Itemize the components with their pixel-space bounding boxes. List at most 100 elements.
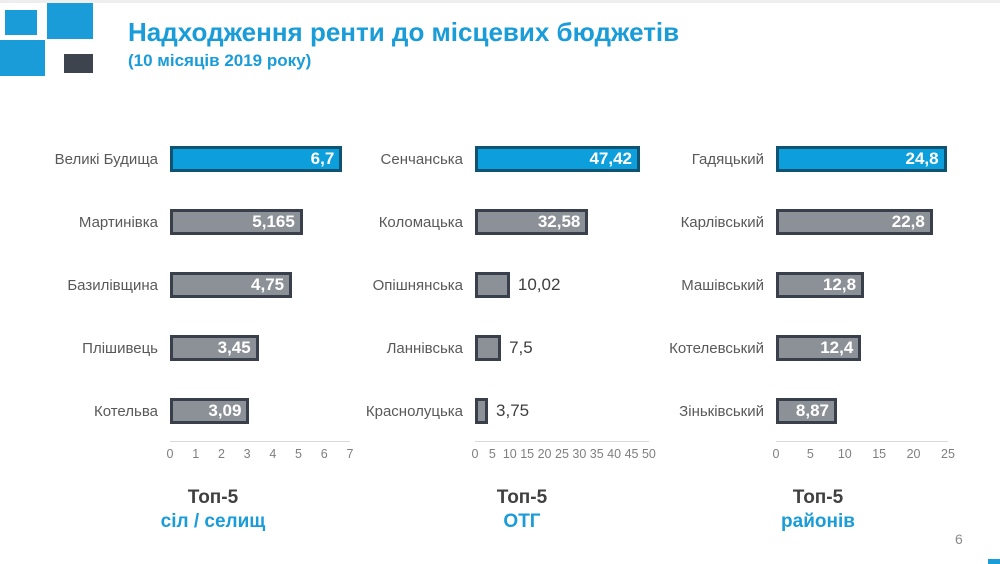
category-label: Котелевський: [669, 339, 764, 357]
bar-row: Ланнівська 7,5: [340, 335, 649, 361]
caption-districts: Топ-5 районів: [708, 486, 928, 534]
bar-value: 6,7: [310, 149, 335, 168]
x-axis-line: [170, 441, 350, 442]
bar-value: 4,75: [251, 275, 285, 294]
bar-value: 22,8: [891, 212, 925, 231]
category-label: Опішнянська: [372, 276, 463, 294]
bar-row: Карлівський 22,8: [640, 209, 948, 235]
chart-districts: Гадяцький 24,8 Карлівський 22,8 Машівськ…: [640, 146, 955, 476]
plot-area: 32,58: [475, 209, 649, 235]
bar-value: 32,58: [537, 212, 581, 231]
plot-area: 5,165: [170, 209, 350, 235]
chart-otg: Сенчанська 47,42 Коломацька 32,58 Опішня…: [340, 146, 656, 476]
logo-square-blue-1: [5, 10, 37, 35]
slide-subtitle: (10 місяців 2019 року): [128, 51, 312, 70]
category-label: Плішивець: [82, 339, 158, 357]
bar-value: 3,45: [217, 338, 251, 357]
category-label: Машівський: [681, 276, 764, 294]
caption-top5-label: Топ-5: [187, 487, 239, 508]
bar-row: Плішивець 3,45: [40, 335, 350, 361]
category-label: Карлівський: [680, 213, 764, 231]
bar: 47,42: [475, 146, 641, 172]
x-axis-ticks: 0 5 10 15 20 25 30 35 40 45 50: [471, 447, 656, 461]
x-axis-line: [475, 441, 649, 442]
category-label: Зіньківський: [679, 402, 764, 420]
plot-area: 47,42: [475, 146, 649, 172]
logo-square-blue-2: [47, 3, 93, 39]
category-label: Мартинівка: [78, 213, 158, 231]
category-label: Котельва: [93, 402, 158, 420]
bar: 22,8: [776, 209, 933, 235]
chart-villages: Великі Будища 6,7 Мартинівка 5,165 Базил…: [40, 146, 354, 476]
plot-area: 8,87: [776, 398, 948, 424]
bar-value: 12,8: [822, 275, 857, 294]
bar-row: Великі Будища 6,7: [40, 146, 350, 172]
bar-value: 8,87: [795, 401, 830, 420]
corner-accent-strip: [988, 559, 1000, 564]
bar: 12,8: [776, 272, 865, 298]
bar-row: Краснолуцька 3,75: [340, 398, 649, 424]
logo-square-blue-3: [0, 40, 45, 76]
bar: [475, 335, 502, 361]
caption-category-label: сіл / селищ: [160, 511, 266, 532]
bar-value: 7,5: [509, 338, 533, 357]
caption-category-label: ОТГ: [503, 511, 541, 532]
bar-row: Гадяцький 24,8: [640, 146, 948, 172]
bar-value: 3,09: [208, 401, 242, 420]
bar-value: 3,75: [496, 401, 530, 420]
plot-area: 10,02: [475, 272, 649, 298]
bar: 12,4: [776, 335, 862, 361]
category-label: Гадяцький: [691, 150, 764, 168]
bar: [475, 398, 489, 424]
bar: 6,7: [170, 146, 343, 172]
caption-villages: Топ-5 сіл / селищ: [103, 486, 323, 534]
logo-square-dark: [64, 54, 93, 73]
bar-value: 12,4: [820, 338, 854, 357]
bar-row: Машівський 12,8: [640, 272, 948, 298]
bar-value: 47,42: [589, 149, 633, 168]
bar: 32,58: [475, 209, 589, 235]
bar-row: Мартинівка 5,165: [40, 209, 350, 235]
plot-area: 3,09: [170, 398, 350, 424]
bar: 4,75: [170, 272, 293, 298]
bar-value: 10,02: [517, 275, 561, 294]
x-axis-ticks: 0 5 10 15 20 25: [772, 447, 955, 461]
page-number: 6: [955, 531, 963, 547]
category-label: Коломацька: [378, 213, 463, 231]
bar-row: Котелевський 12,4: [640, 335, 948, 361]
plot-area: 7,5: [475, 335, 649, 361]
plot-area: 3,75: [475, 398, 649, 424]
plot-area: 22,8: [776, 209, 948, 235]
bar: [475, 272, 510, 298]
category-label: Базилівщина: [67, 276, 158, 294]
category-label: Краснолуцька: [365, 402, 463, 420]
bar: 3,09: [170, 398, 250, 424]
bar-row: Базилівщина 4,75: [40, 272, 350, 298]
bar-value: 5,165: [252, 212, 295, 231]
plot-area: 3,45: [170, 335, 350, 361]
bar: 8,87: [776, 398, 838, 424]
plot-area: 24,8: [776, 146, 948, 172]
caption-top5-label: Топ-5: [496, 487, 548, 508]
caption-top5-label: Топ-5: [792, 487, 844, 508]
top-border-strip: [0, 0, 1000, 3]
bar-row: Зіньківський 8,87: [640, 398, 948, 424]
bar: 3,45: [170, 335, 259, 361]
x-axis-line: [776, 441, 948, 442]
plot-area: 12,4: [776, 335, 948, 361]
bar: 24,8: [776, 146, 947, 172]
plot-area: 12,8: [776, 272, 948, 298]
caption-category-label: районів: [781, 511, 855, 532]
bar-row: Опішнянська 10,02: [340, 272, 649, 298]
category-label: Великі Будища: [54, 150, 158, 168]
bar-row: Сенчанська 47,42: [340, 146, 649, 172]
plot-area: 6,7: [170, 146, 350, 172]
caption-otg: Топ-5 ОТГ: [412, 486, 632, 534]
bar-row: Котельва 3,09: [40, 398, 350, 424]
slide-title: Надходження ренти до місцевих бюджетів: [128, 17, 680, 47]
bar-value: 24,8: [905, 149, 939, 168]
bar-row: Коломацька 32,58: [340, 209, 649, 235]
plot-area: 4,75: [170, 272, 350, 298]
